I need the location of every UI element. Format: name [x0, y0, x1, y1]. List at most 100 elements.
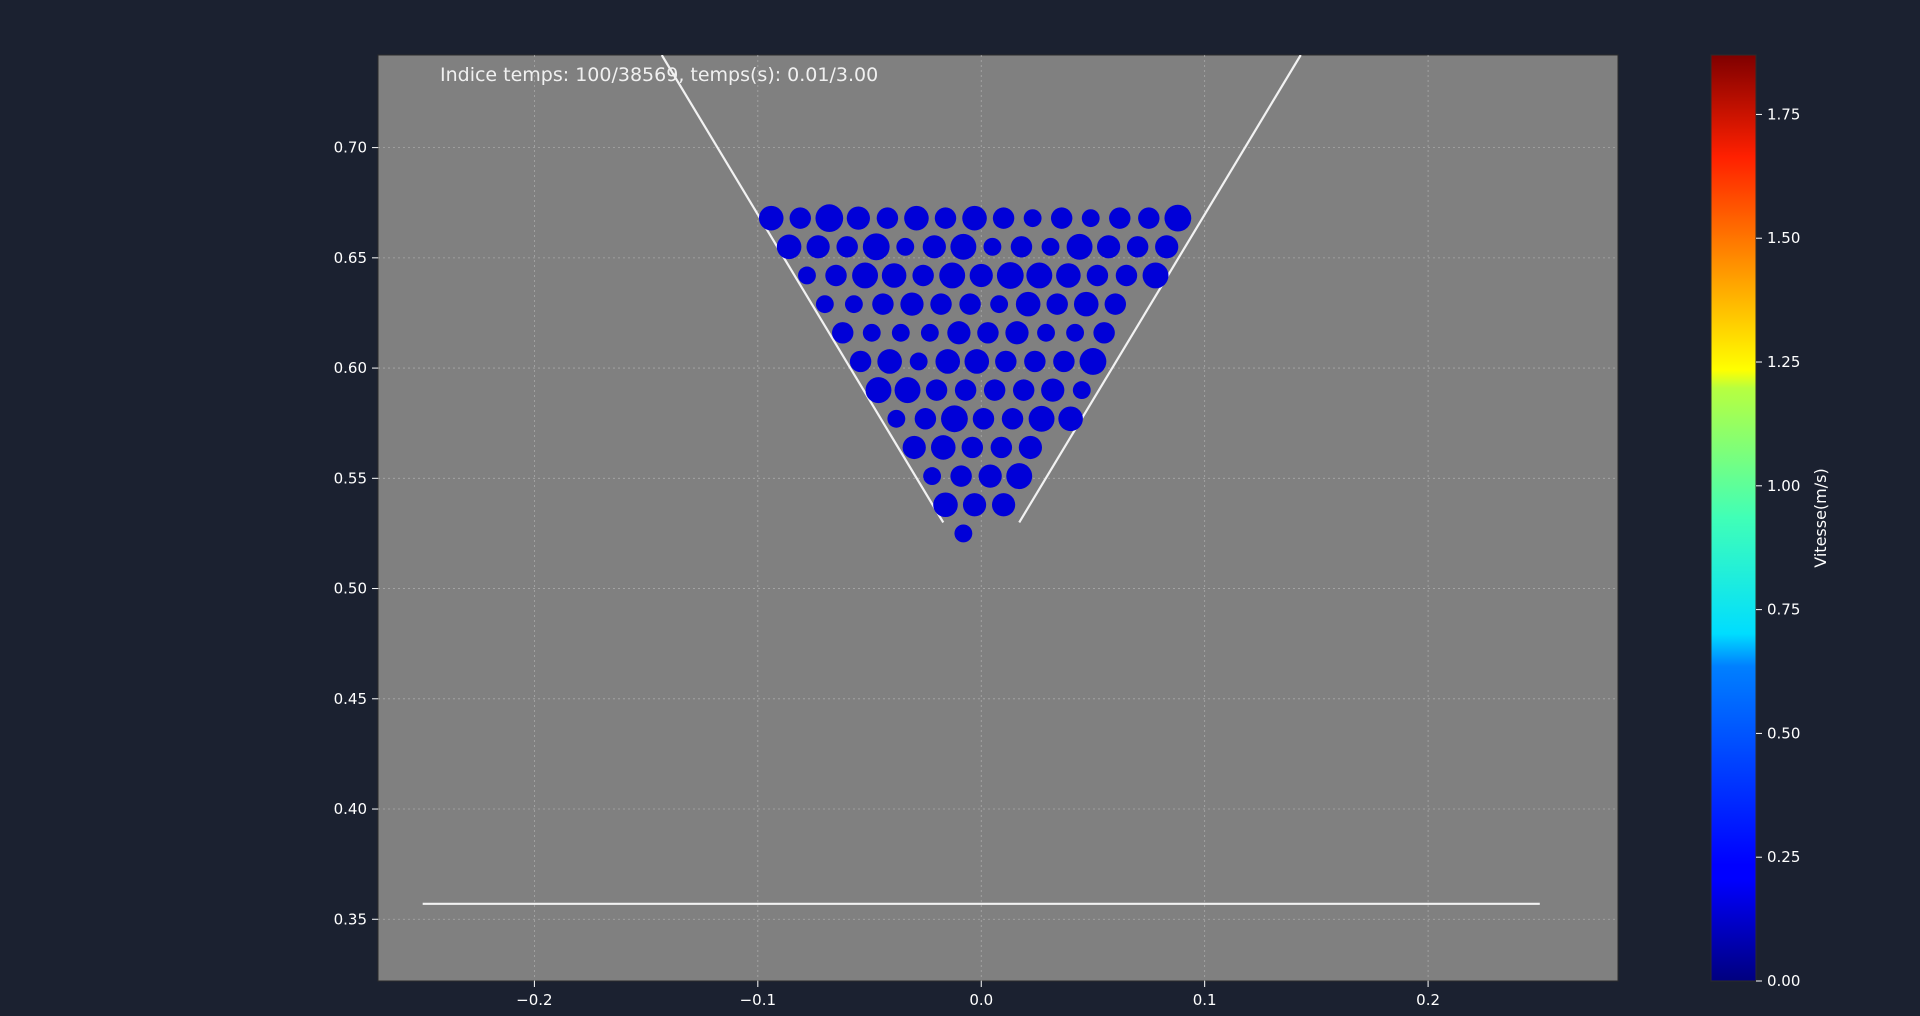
particle	[815, 204, 844, 233]
particle	[912, 264, 934, 287]
particle	[1072, 381, 1091, 400]
particle	[1041, 378, 1065, 402]
colorbar-tick-label: 1.75	[1767, 105, 1800, 123]
particle	[978, 464, 1002, 488]
particle	[964, 349, 990, 374]
particle	[1115, 264, 1138, 287]
particle	[849, 350, 872, 373]
particle	[1155, 235, 1179, 259]
particle	[1058, 406, 1083, 432]
particle	[789, 207, 811, 229]
particle	[876, 207, 899, 229]
y-tick-label: 0.55	[334, 469, 367, 487]
particle	[1053, 350, 1075, 373]
particle	[1046, 293, 1068, 315]
particle	[920, 323, 939, 342]
particle	[1005, 321, 1029, 345]
particle	[959, 293, 981, 315]
particle	[930, 293, 952, 315]
y-tick-label: 0.45	[334, 690, 367, 708]
particle	[758, 205, 784, 231]
particle	[1010, 236, 1033, 258]
particle	[846, 206, 870, 230]
colorbar-tick-label: 0.25	[1767, 848, 1800, 866]
particle	[844, 295, 863, 314]
particle	[983, 379, 1006, 401]
particle	[1023, 209, 1042, 228]
particle	[877, 349, 902, 374]
particle	[902, 435, 926, 460]
particle	[891, 323, 910, 342]
particle	[1142, 262, 1169, 289]
particle	[962, 493, 987, 517]
particle	[862, 323, 881, 342]
particle	[990, 295, 1009, 314]
colorbar-ticks: 0.00 0.25 0.50 0.75 1.00 1.25 1.50 1.75	[1756, 105, 1800, 990]
particle	[1041, 237, 1060, 256]
particle	[1096, 235, 1121, 259]
colorbar-tick-label: 0.50	[1767, 724, 1800, 742]
y-axis: 0.35 0.40 0.45 0.50 0.55 0.60 0.65 0.70	[334, 139, 378, 928]
particle	[825, 264, 847, 287]
particle	[922, 235, 946, 259]
particle	[995, 350, 1017, 373]
particle	[991, 493, 1016, 517]
particle	[992, 207, 1015, 229]
particle	[1037, 323, 1055, 342]
particle	[872, 293, 894, 315]
particle	[1164, 204, 1192, 232]
particle	[939, 262, 966, 289]
y-tick-label: 0.60	[334, 359, 367, 377]
y-tick-label: 0.70	[334, 139, 367, 157]
particle	[1079, 348, 1107, 375]
y-tick-label: 0.50	[334, 580, 367, 598]
particle	[776, 234, 802, 260]
particle	[914, 408, 937, 430]
particle	[923, 467, 942, 486]
main-axes: Indice temps: 100/38569, temps(s): 0.01/…	[334, 54, 1619, 1009]
particle	[996, 262, 1024, 289]
particle	[1001, 408, 1024, 430]
particle	[1081, 209, 1100, 228]
walls	[422, 55, 1540, 905]
particle	[1015, 291, 1041, 317]
particle	[969, 263, 993, 288]
particle	[1138, 207, 1160, 229]
particle	[1104, 293, 1127, 315]
particle	[954, 524, 973, 543]
x-axis: −0.2 −0.1 0.0 0.1 0.2	[516, 981, 1440, 1009]
particle	[1126, 236, 1149, 258]
particle	[961, 436, 984, 459]
particle	[1093, 322, 1115, 344]
particle	[862, 233, 890, 261]
x-tick-label: 0.2	[1416, 991, 1440, 1009]
particle	[934, 207, 957, 229]
particle	[1050, 207, 1073, 229]
colorbar-gradient	[1710, 54, 1757, 982]
particle	[977, 322, 999, 344]
colorbar-tick-label: 0.00	[1767, 972, 1800, 990]
plot-area	[377, 54, 1619, 982]
particle	[881, 263, 907, 288]
particle	[990, 436, 1013, 459]
particle	[865, 377, 892, 404]
time-annotation: Indice temps: 100/38569, temps(s): 0.01/…	[440, 64, 878, 86]
particle	[1056, 263, 1081, 288]
particle	[962, 205, 987, 231]
y-tick-label: 0.35	[334, 910, 367, 928]
particles	[758, 204, 1192, 543]
x-tick-label: −0.1	[740, 991, 776, 1009]
particle	[1026, 262, 1053, 289]
x-tick-label: −0.2	[516, 991, 552, 1009]
particle	[983, 237, 1002, 256]
y-tick-label: 0.40	[334, 800, 367, 818]
particle	[1073, 291, 1099, 317]
particle	[894, 377, 921, 404]
colorbar: 0.00 0.25 0.50 0.75 1.00 1.25 1.50 1.75 Vitesse…	[1710, 54, 1830, 990]
particle	[909, 352, 928, 371]
y-tick-label: 0.65	[334, 249, 367, 267]
x-tick-label: 0.1	[1193, 991, 1217, 1009]
particle	[950, 465, 972, 487]
particle	[900, 292, 924, 316]
